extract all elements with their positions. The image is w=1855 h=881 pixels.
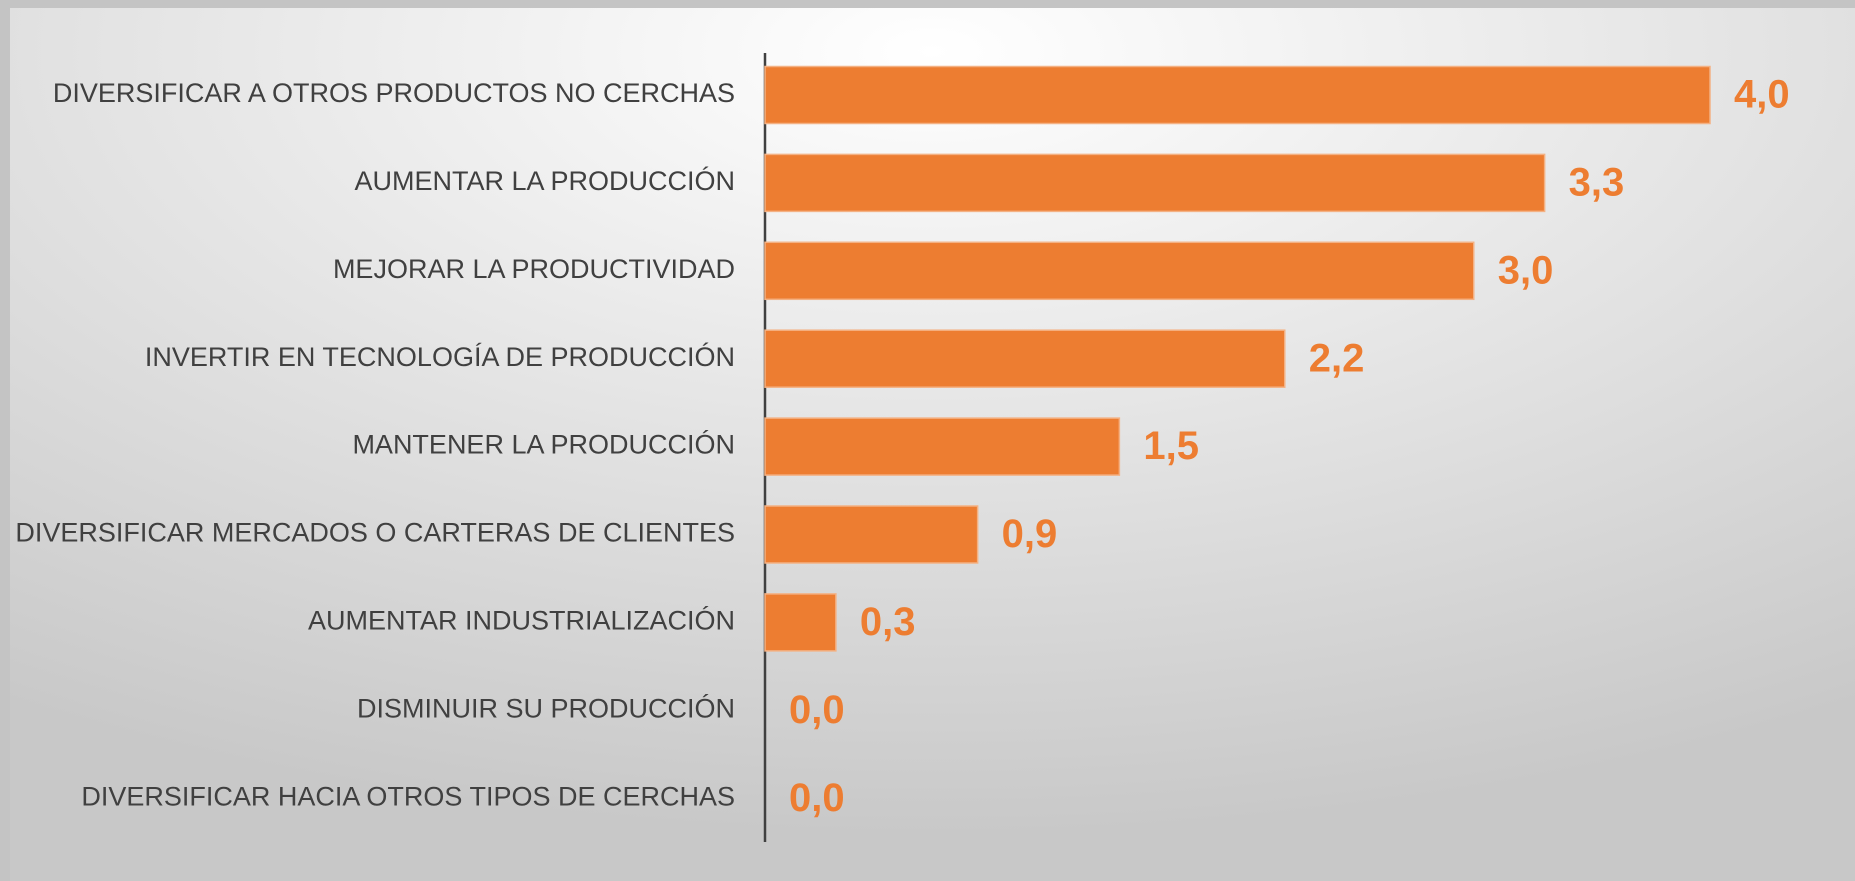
data-label: 0,3 <box>860 600 916 644</box>
y-tick-label: DIVERSIFICAR HACIA OTROS TIPOS DE CERCHA… <box>81 781 735 811</box>
y-tick-label: MANTENER LA PRODUCCIÓN <box>352 429 735 460</box>
bar <box>764 65 1711 125</box>
y-tick-label: AUMENTAR LA PRODUCCIÓN <box>354 165 735 196</box>
data-label: 2,2 <box>1309 336 1365 380</box>
y-tick-label: DIVERSIFICAR MERCADOS O CARTERAS DE CLIE… <box>15 518 735 548</box>
y-tick-label: INVERTIR EN TECNOLOGÍA DE PRODUCCIÓN <box>145 341 735 372</box>
data-label: 3,3 <box>1569 160 1625 204</box>
data-label: 0,0 <box>789 776 845 820</box>
data-label: 1,5 <box>1143 424 1199 468</box>
data-label: 4,0 <box>1734 73 1790 117</box>
bar <box>764 505 979 564</box>
bar <box>764 593 837 652</box>
bar <box>764 417 1121 476</box>
y-tick-label: DISMINUIR SU PRODUCCIÓN <box>357 692 735 723</box>
y-tick-label: DIVERSIFICAR A OTROS PRODUCTOS NO CERCHA… <box>53 78 735 108</box>
data-label: 0,0 <box>789 688 845 732</box>
data-label: 3,0 <box>1498 248 1554 292</box>
bar <box>764 329 1286 388</box>
y-tick-label: MEJORAR LA PRODUCTIVIDAD <box>333 254 735 284</box>
bar <box>764 153 1546 213</box>
data-label: 0,9 <box>1002 512 1058 556</box>
bar <box>764 241 1475 301</box>
y-tick-label: AUMENTAR INDUSTRIALIZACIÓN <box>308 605 735 636</box>
